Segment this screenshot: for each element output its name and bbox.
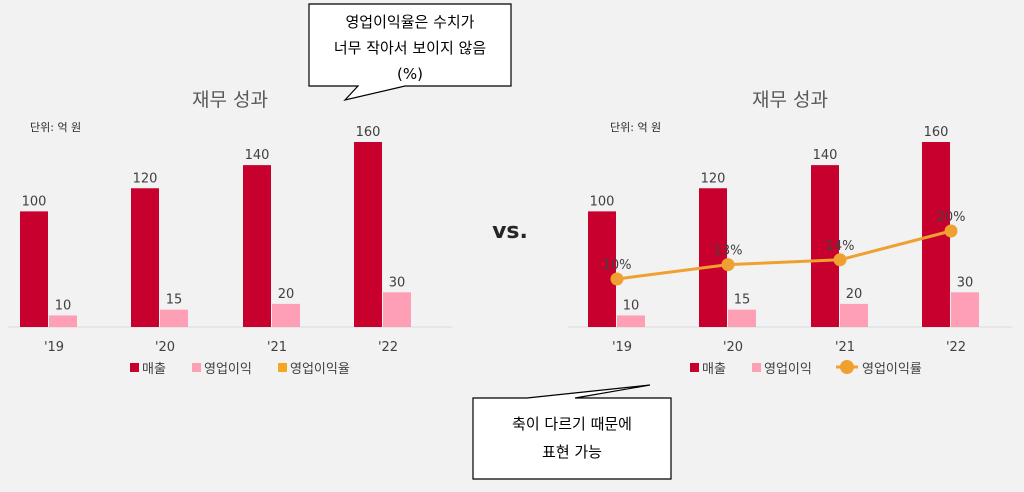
right-legend-label-1: 영업이익 bbox=[764, 362, 812, 377]
right-chart-title: 재무 성과 bbox=[752, 89, 828, 111]
right-tick-2: '21 bbox=[835, 340, 855, 355]
left-bar-op-profit-0 bbox=[49, 315, 77, 327]
left-legend-swatch-0 bbox=[130, 363, 139, 372]
right-bar-revenue-1 bbox=[699, 188, 727, 327]
left-bar-op-profit-1 bbox=[160, 309, 188, 327]
right-label-op-profit-0: 10 bbox=[623, 298, 640, 313]
left-bar-revenue-3 bbox=[354, 142, 382, 327]
right-label-revenue-0: 100 bbox=[590, 194, 615, 209]
right-bar-op-profit-2 bbox=[840, 303, 868, 327]
bottom-callout-bubble bbox=[472, 384, 672, 480]
left-bar-op-profit-3 bbox=[383, 292, 411, 327]
right-label-op-profit-3: 30 bbox=[957, 275, 974, 290]
left-label-revenue-0: 100 bbox=[22, 194, 47, 209]
left-label-op-profit-2: 20 bbox=[278, 287, 295, 302]
bottom-callout-line-2: 표현 가능 bbox=[542, 443, 602, 461]
right-margin-point-3 bbox=[944, 224, 958, 238]
vs-label: vs. bbox=[492, 219, 528, 244]
left-bar-op-profit-2 bbox=[272, 303, 300, 327]
right-label-revenue-2: 140 bbox=[813, 148, 838, 163]
top-callout-line-3: (%) bbox=[397, 65, 423, 83]
top-callout: 영업이익율은 수치가 너무 작아서 보이지 않음 (%) bbox=[308, 3, 512, 102]
right-legend-label-2: 영업이익률 bbox=[862, 362, 922, 377]
right-margin-label-2: 14% bbox=[826, 239, 855, 254]
left-bar-revenue-1 bbox=[131, 188, 159, 327]
right-margin-line-group: 10% 13% 14% 20% bbox=[603, 210, 966, 286]
left-legend-label-0: 매출 bbox=[142, 362, 166, 377]
left-unit-label: 단위: 억 원 bbox=[30, 121, 81, 134]
right-legend-swatch-0 bbox=[690, 363, 699, 372]
right-tick-3: '22 bbox=[946, 340, 966, 355]
left-label-revenue-1: 120 bbox=[133, 171, 158, 186]
right-label-revenue-3: 160 bbox=[924, 125, 949, 140]
right-bar-op-profit-0 bbox=[617, 315, 645, 327]
right-bar-op-profit-3 bbox=[951, 292, 979, 327]
left-label-revenue-2: 140 bbox=[245, 148, 270, 163]
top-callout-line-1: 영업이익율은 수치가 bbox=[346, 13, 475, 31]
right-bar-revenue-2 bbox=[811, 165, 839, 327]
left-chart-title: 재무 성과 bbox=[192, 89, 268, 111]
left-legend-label-1: 영업이익 bbox=[204, 362, 252, 377]
right-legend: 매출 영업이익 영업이익률 bbox=[690, 360, 922, 377]
right-label-op-profit-2: 20 bbox=[846, 287, 863, 302]
left-bar-revenue-2 bbox=[243, 165, 271, 327]
right-tick-1: '20 bbox=[723, 340, 743, 355]
right-margin-line bbox=[616, 229, 952, 281]
right-margin-label-3: 20% bbox=[937, 210, 966, 225]
right-label-revenue-1: 120 bbox=[701, 171, 726, 186]
left-tick-3: '22 bbox=[378, 340, 398, 355]
left-label-revenue-3: 160 bbox=[356, 125, 381, 140]
right-chart: 재무 성과 단위: 억 원 100 10 120 15 140 20 160 30 10% 13… bbox=[568, 89, 1012, 377]
right-margin-point-2 bbox=[833, 253, 847, 267]
right-x-ticks: '19 '20 '21 '22 bbox=[612, 340, 966, 355]
right-margin-label-1: 13% bbox=[714, 244, 743, 259]
top-callout-bubble bbox=[308, 3, 512, 102]
left-legend-swatch-2 bbox=[278, 363, 287, 372]
right-bar-op-profit-1 bbox=[728, 309, 756, 327]
left-chart: 재무 성과 단위: 억 원 100 10 120 15 140 20 160 30 '19 '2… bbox=[8, 89, 452, 377]
right-margin-point-1 bbox=[721, 258, 735, 272]
left-label-op-profit-3: 30 bbox=[389, 275, 406, 290]
right-legend-swatch-1 bbox=[752, 363, 761, 372]
left-legend-swatch-1 bbox=[192, 363, 201, 372]
right-unit-label: 단위: 억 원 bbox=[610, 121, 661, 134]
left-legend-label-2: 영업이익율 bbox=[290, 362, 350, 377]
right-bar-revenue-0 bbox=[588, 211, 616, 327]
right-label-op-profit-1: 15 bbox=[734, 293, 751, 308]
bottom-callout: 축이 다르기 때문에 표현 가능 bbox=[472, 384, 672, 480]
left-label-op-profit-1: 15 bbox=[166, 293, 183, 308]
left-bar-revenue-0 bbox=[20, 211, 48, 327]
right-margin-label-0: 10% bbox=[603, 258, 632, 273]
left-bars-group: 100 10 120 15 140 20 160 30 bbox=[20, 125, 411, 327]
left-tick-1: '20 bbox=[155, 340, 175, 355]
right-tick-0: '19 bbox=[612, 340, 632, 355]
left-tick-2: '21 bbox=[267, 340, 287, 355]
right-margin-point-0 bbox=[610, 272, 624, 286]
left-legend: 매출 영업이익 영업이익율 bbox=[130, 362, 350, 377]
top-callout-line-2: 너무 작아서 보이지 않음 bbox=[334, 39, 486, 57]
left-label-op-profit-0: 10 bbox=[55, 298, 72, 313]
left-x-ticks: '19 '20 '21 '22 bbox=[44, 340, 398, 355]
left-tick-0: '19 bbox=[44, 340, 64, 355]
bottom-callout-line-1: 축이 다르기 때문에 bbox=[512, 415, 632, 433]
right-legend-marker-swatch bbox=[840, 360, 854, 374]
right-bars-group: 100 10 120 15 140 20 160 30 bbox=[588, 125, 979, 327]
right-legend-label-0: 매출 bbox=[702, 362, 726, 377]
